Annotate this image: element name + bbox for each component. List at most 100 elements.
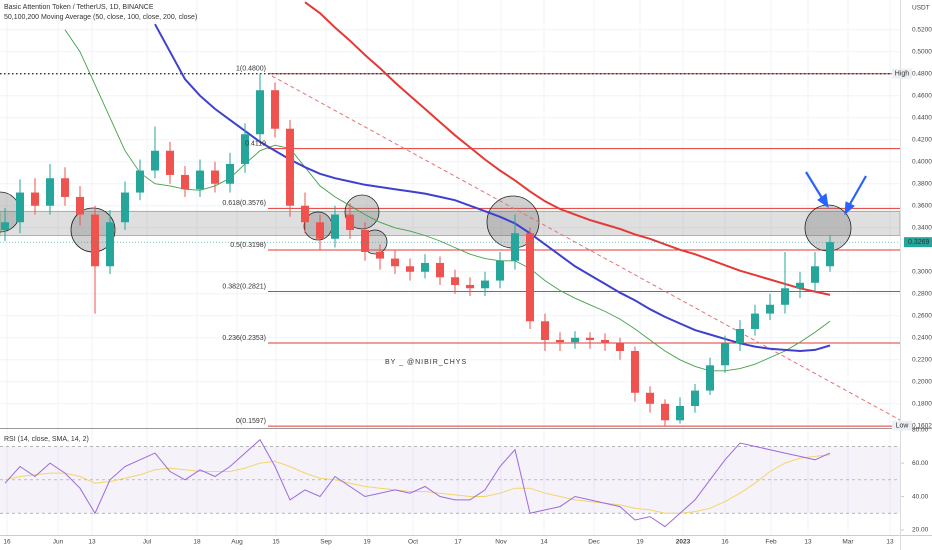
fib-label: 1(0.4800) — [236, 66, 266, 73]
y-tick-label: 0.4200 — [912, 136, 932, 143]
y-tick-label: 0.2600 — [912, 312, 932, 319]
candle-body — [421, 262, 429, 272]
extreme-tag — [892, 420, 912, 431]
trend-line — [271, 75, 901, 421]
indicator-legend: 50,100,200 Moving Average (50, close, 10… — [4, 14, 197, 21]
x-tick-label: 13 — [886, 539, 894, 546]
y-tick-label: 0.3800 — [912, 180, 932, 187]
line-series — [304, 1, 831, 296]
y-tick-label: 0.1800 — [912, 401, 932, 408]
candle-body — [256, 90, 264, 135]
x-tick-label: 18 — [193, 539, 201, 546]
y-tick-label: 0.4000 — [912, 158, 932, 165]
candle-body — [316, 222, 324, 239]
y-tick-label: 0.5200 — [912, 26, 932, 33]
labels-layer: 0.5200 0.5000 0.4800 0.4600 0.4400 0.4200 0.40… — [3, 26, 932, 546]
candle-body — [196, 170, 204, 190]
candle-body — [526, 233, 534, 322]
candle-body — [76, 196, 84, 215]
candle-body — [16, 192, 24, 223]
candle-body — [601, 339, 609, 344]
candle-body — [646, 392, 654, 404]
x-tick-label: Jun — [53, 539, 64, 546]
rsi-tick-label: 80.00 — [912, 426, 929, 433]
candle-body — [361, 229, 369, 252]
x-tick-label: 19 — [363, 539, 371, 546]
fib-label: 0(0.1597) — [236, 418, 266, 425]
candle-body — [721, 343, 729, 366]
x-tick-label: 13 — [804, 539, 812, 546]
extreme-value: 0.1602 — [912, 422, 932, 429]
candle-body — [481, 280, 489, 289]
candle-body — [571, 337, 579, 343]
x-tick-label: Feb — [765, 539, 777, 546]
x-tick-label: Dec — [588, 539, 600, 546]
rsi-tick-label: 60.00 — [912, 460, 929, 467]
candle-body — [661, 403, 669, 421]
candle-body — [751, 313, 759, 329]
last-price-tag — [904, 237, 932, 248]
candle-body — [451, 277, 459, 285]
y-tick-label: 0.2200 — [912, 357, 932, 364]
x-tick-label: 19 — [636, 539, 644, 546]
rsi-tick-label: 20.00 — [912, 527, 929, 534]
x-tick-label: 15 — [272, 539, 280, 546]
candle-body — [736, 328, 744, 344]
chart-title: Basic Attention Token / TetherUS, 1D, BI… — [4, 4, 154, 11]
candle-body — [121, 192, 129, 223]
candle-body — [391, 258, 399, 267]
y-tick-label: 0.4400 — [912, 114, 932, 121]
candle-body — [31, 192, 39, 206]
zone — [0, 210, 901, 236]
watermark: BY _ @NIBIR_CHYS — [385, 359, 467, 366]
candle-body — [376, 251, 384, 259]
candle-body — [616, 343, 624, 351]
fib-label: 0.618(0.3576) — [222, 200, 266, 207]
arrow — [849, 175, 867, 205]
y-tick-label: 0.4600 — [912, 92, 932, 99]
line-series — [64, 29, 831, 372]
x-tick-label: 2023 — [676, 539, 691, 546]
candle-body — [181, 174, 189, 190]
arrow-head — [844, 201, 855, 216]
x-tick-label: 13 — [88, 539, 96, 546]
candle-body — [136, 170, 144, 193]
fib-label: 0.236(0.2353) — [222, 335, 266, 342]
y-tick-label: 0.2800 — [912, 290, 932, 297]
candle-body — [586, 337, 594, 340]
line-series — [4, 438, 831, 528]
candle-body — [436, 262, 444, 278]
arrow-head — [817, 193, 829, 209]
x-tick-label: Jul — [143, 539, 152, 546]
candle-body — [556, 339, 564, 343]
extreme-name: High — [895, 71, 910, 78]
x-tick-label: Sep — [320, 539, 332, 546]
line-series — [154, 23, 831, 353]
y-tick-label: 0.5000 — [912, 48, 932, 55]
candle-body — [466, 284, 474, 289]
y-tick-label: 0.2400 — [912, 334, 932, 341]
candle-body — [496, 260, 504, 281]
candle-body — [691, 390, 699, 406]
line-series — [4, 454, 831, 514]
candle-body — [226, 163, 234, 184]
candle-body — [91, 214, 99, 267]
currency-label: USDT — [912, 5, 930, 12]
y-tick-label: 0.4800 — [912, 70, 932, 77]
x-tick-label: 16 — [721, 539, 729, 546]
fib-label: 0.5(0.3198) — [230, 242, 266, 249]
x-tick-label: 17 — [454, 539, 462, 546]
rsi-legend: RSI (14, close, SMA, 14, 2) — [4, 436, 89, 443]
x-tick-label: 16 — [3, 539, 11, 546]
candle-body — [211, 170, 219, 184]
extreme-name: Low — [896, 422, 910, 429]
candle-body — [106, 222, 114, 267]
candle-body — [406, 266, 414, 272]
marks-layer — [0, 1, 900, 528]
candle-body — [706, 365, 714, 391]
annotation-arrows — [805, 171, 867, 216]
x-tick-label: 14 — [540, 539, 548, 546]
